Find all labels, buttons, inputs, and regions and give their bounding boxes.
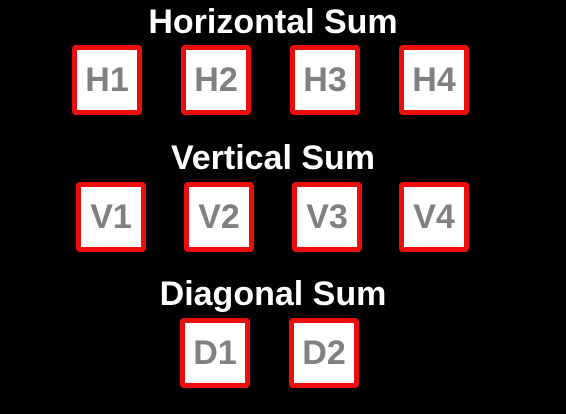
- horizontal-sum-cell-3[interactable]: H3: [290, 45, 360, 115]
- vertical-sum-cell-2[interactable]: V2: [184, 182, 254, 252]
- vertical-sum-title: Vertical Sum: [170, 139, 376, 177]
- diagonal-sum-title: Diagonal Sum: [159, 275, 387, 313]
- vertical-sum-cell-1[interactable]: V1: [76, 182, 146, 252]
- horizontal-sum-title: Horizontal Sum: [148, 3, 398, 41]
- diagonal-sum-cell-2[interactable]: D2: [289, 318, 359, 388]
- horizontal-sum-row: H1 H2 H3 H4: [0, 45, 566, 125]
- horizontal-sum-cell-1[interactable]: H1: [72, 45, 142, 115]
- vertical-sum-cell-3[interactable]: V3: [292, 182, 362, 252]
- diagonal-sum-row: D1 D2: [0, 318, 566, 398]
- horizontal-sum-cell-2[interactable]: H2: [181, 45, 251, 115]
- diagonal-sum-cell-1[interactable]: D1: [180, 318, 250, 388]
- horizontal-sum-cell-4[interactable]: H4: [399, 45, 469, 115]
- vertical-sum-row: V1 V2 V3 V4: [0, 182, 566, 262]
- vertical-sum-cell-4[interactable]: V4: [399, 182, 469, 252]
